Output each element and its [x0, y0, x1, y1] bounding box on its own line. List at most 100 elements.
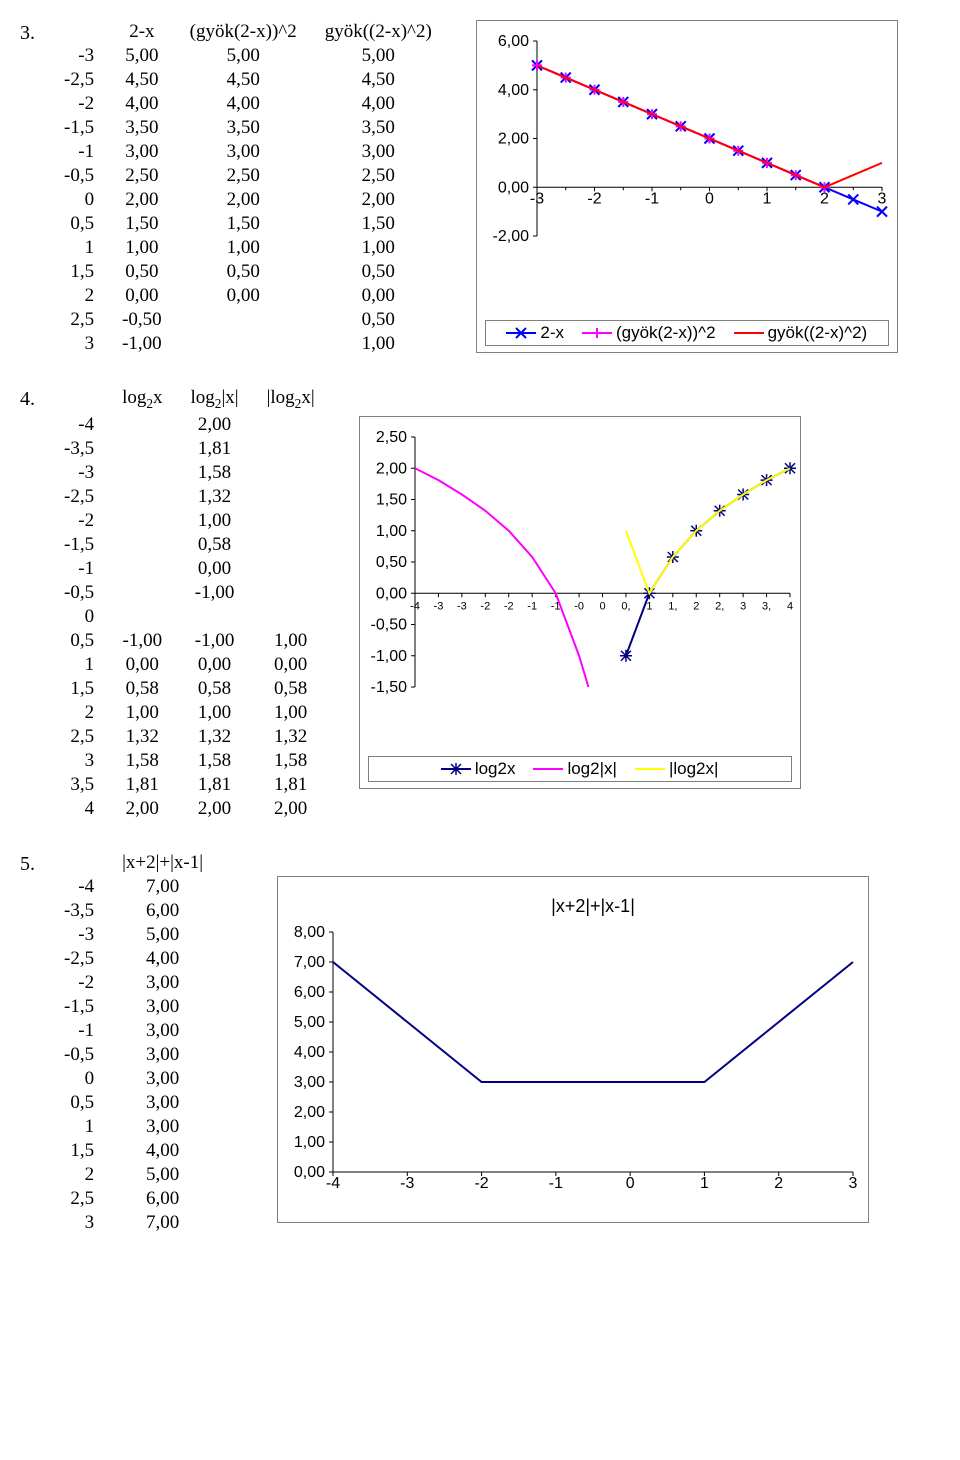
cell: 0,50 — [176, 260, 311, 284]
cell: 4,50 — [108, 68, 176, 92]
legend-item: gyök((2-x)^2) — [734, 323, 868, 343]
table-row: 2,5-0,500,50 — [50, 308, 446, 332]
xtick-label: 0, — [621, 600, 630, 612]
table-row: -2,54,504,504,50 — [50, 68, 446, 92]
cell: 1,5 — [50, 260, 108, 284]
xtick-label: -0 — [574, 600, 584, 612]
cell: 1,00 — [311, 236, 446, 260]
cell: 0 — [50, 188, 108, 212]
cell: 1,00 — [177, 509, 253, 533]
cell — [253, 605, 329, 629]
cell: 1,50 — [176, 212, 311, 236]
cell: 0,5 — [50, 212, 108, 236]
cell — [253, 485, 329, 509]
cell — [177, 605, 253, 629]
cell — [108, 557, 176, 581]
cell: 5,00 — [108, 923, 217, 947]
cell: 0 — [50, 1067, 108, 1091]
cell: -0,50 — [108, 308, 176, 332]
table-row: -35,00 — [50, 923, 217, 947]
xtick-label: -4 — [410, 600, 420, 612]
cell: 4,50 — [176, 68, 311, 92]
legend-item: log2|x| — [533, 759, 616, 779]
cell — [253, 413, 329, 437]
xtick-label: 4 — [787, 600, 793, 612]
table-row: -4 2,00 — [50, 413, 329, 437]
cell — [108, 581, 176, 605]
xtick-label: 2 — [693, 600, 699, 612]
cell: 2,00 — [177, 413, 253, 437]
ytick-label: -1,00 — [370, 648, 407, 665]
col-header: log2|x| — [177, 386, 253, 413]
cell — [253, 437, 329, 461]
cell — [108, 461, 176, 485]
table-row: 13,00 — [50, 1115, 217, 1139]
cell: 1,50 — [311, 212, 446, 236]
cell: 0,50 — [311, 308, 446, 332]
cell: -4 — [50, 875, 108, 899]
cell — [253, 461, 329, 485]
legend-label: log2x — [475, 759, 516, 779]
cell: 0,00 — [177, 653, 253, 677]
table-row: -35,005,005,00 — [50, 44, 446, 68]
cell: 3,00 — [108, 1019, 217, 1043]
table-row: -31,58 — [50, 461, 329, 485]
cell: 1,5 — [50, 1139, 108, 1163]
col-header: (gyök(2-x))^2 — [176, 20, 311, 44]
chart-5: |x+2|+|x-1|0,001,002,003,004,005,006,007… — [277, 876, 869, 1223]
xtick-label: 0 — [626, 1175, 635, 1192]
cell: 5,00 — [108, 1163, 217, 1187]
cell: 1,00 — [311, 332, 446, 356]
cell: 1,32 — [177, 725, 253, 749]
xtick-label: 0 — [705, 190, 714, 207]
ytick-label: 2,00 — [498, 131, 529, 148]
col-header: gyök((2-x)^2) — [311, 20, 446, 44]
table-row: -24,004,004,00 — [50, 92, 446, 116]
cell: 2,50 — [176, 164, 311, 188]
cell: 5,00 — [311, 44, 446, 68]
cell: 1 — [50, 236, 108, 260]
cell: -1,5 — [50, 995, 108, 1019]
ytick-label: 2,00 — [294, 1104, 325, 1121]
cell: 1 — [50, 653, 108, 677]
table-row: -0,53,00 — [50, 1043, 217, 1067]
cell: -4 — [50, 413, 108, 437]
cell: -1 — [50, 140, 108, 164]
col-header: log2x — [108, 386, 176, 413]
xtick-label: -2 — [503, 600, 513, 612]
ytick-label: 0,50 — [375, 554, 406, 571]
cell: -1,00 — [108, 332, 176, 356]
cell: -3 — [50, 44, 108, 68]
table-row: 1,50,580,580,58 — [50, 677, 329, 701]
ytick-label: 1,00 — [375, 523, 406, 540]
cell: -2 — [50, 509, 108, 533]
cell: 6,00 — [108, 899, 217, 923]
xtick-label: 1 — [762, 190, 771, 207]
cell — [108, 605, 176, 629]
cell: 1,00 — [253, 629, 329, 653]
cell: 0,58 — [177, 533, 253, 557]
cell: 3,00 — [108, 1115, 217, 1139]
series-line — [626, 468, 790, 656]
col-header: 2-x — [108, 20, 176, 44]
cell: 5,00 — [176, 44, 311, 68]
legend-item: log2x — [441, 759, 516, 779]
cell: 0 — [50, 605, 108, 629]
cell: 1,58 — [177, 461, 253, 485]
table-row: -3,56,00 — [50, 899, 217, 923]
cell: -1 — [50, 557, 108, 581]
cell: 5,00 — [108, 44, 176, 68]
xtick-label: -3 — [457, 600, 467, 612]
legend-item: (gyök(2-x))^2 — [582, 323, 716, 343]
series-line — [415, 468, 588, 687]
ytick-label: 0,00 — [498, 179, 529, 196]
legend-label: gyök((2-x)^2) — [768, 323, 868, 343]
table-row: 20,000,000,00 — [50, 284, 446, 308]
cell: 2 — [50, 284, 108, 308]
cell: 2,00 — [108, 188, 176, 212]
cell: -1,00 — [177, 581, 253, 605]
table-row: 21,001,001,00 — [50, 701, 329, 725]
xtick-label: 3 — [849, 1175, 858, 1192]
series-line — [626, 468, 790, 593]
cell: 3,00 — [108, 1067, 217, 1091]
